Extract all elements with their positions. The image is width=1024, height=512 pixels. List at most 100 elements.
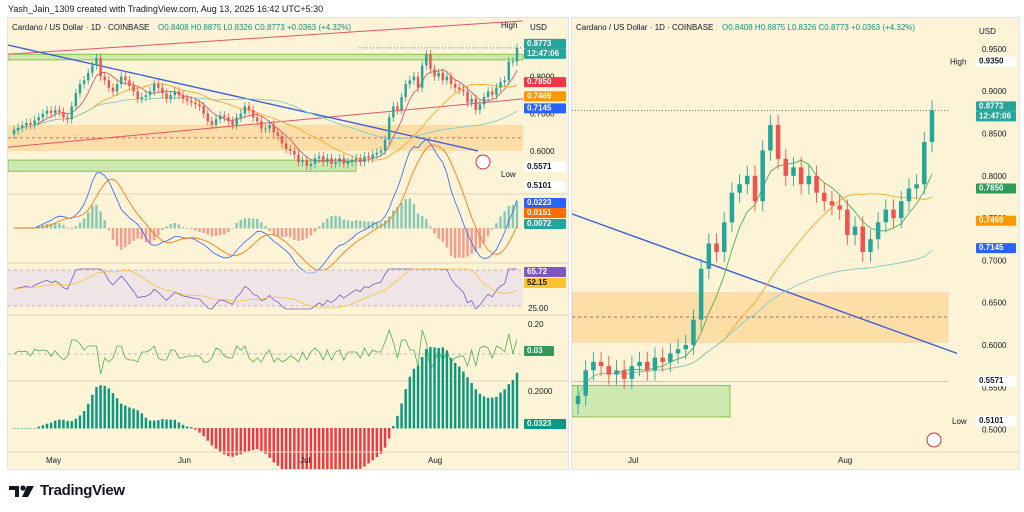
macd-hist-bar: [161, 228, 164, 231]
hist-bar: [37, 426, 40, 429]
left-candle: [491, 91, 494, 96]
macd-hist-bar: [132, 228, 135, 241]
left-downtrend-line: [8, 44, 479, 152]
left-candle: [49, 110, 53, 113]
hist-bar: [313, 428, 317, 469]
right-currency-label: USD: [979, 27, 996, 36]
left-candle: [416, 76, 420, 88]
right-chart-panel[interactable]: Cardano / US Dollar · 1D · COINBASE O0.84…: [571, 17, 1020, 470]
left-chart-panel[interactable]: Cardano / US Dollar · 1D · COINBASE O0.84…: [7, 17, 569, 470]
macd-hist-bar: [293, 228, 296, 240]
left-candle: [173, 91, 177, 96]
macd-hist-bar: [350, 221, 354, 229]
right-candle: [891, 209, 896, 219]
left-ma-mid: [13, 82, 518, 161]
right-candle: [675, 349, 681, 354]
macd-hist-bar: [359, 220, 362, 229]
macd-hist-bar: [478, 228, 482, 249]
hist-bar: [346, 428, 350, 469]
hist-bar: [218, 428, 222, 452]
right-price-tag-current: 0.8773: [979, 101, 1004, 110]
right-price-tag-support-bg: [976, 376, 1016, 387]
left-candle: [214, 119, 218, 125]
hist-bar: [70, 421, 73, 429]
left-candle: [210, 121, 214, 125]
macd-hist-bar: [420, 216, 424, 229]
left-candle: [383, 139, 387, 151]
left-candle: [313, 158, 317, 164]
left-support-box: [8, 159, 357, 172]
left-price-tag-ma-mid: 0.7469: [527, 91, 552, 100]
hist-bar: [111, 393, 115, 429]
right-candle: [652, 357, 658, 371]
right-candle: [768, 125, 773, 151]
hist-bar: [185, 426, 189, 429]
macd-hist-bar: [437, 228, 440, 239]
right-candle: [791, 167, 796, 176]
right-price-tag-low: 0.5101: [979, 416, 1004, 425]
macd-hist-bar: [144, 228, 148, 243]
macd-hist-bar: [495, 223, 498, 229]
hist-bar: [29, 428, 32, 429]
macd-hist-bar: [441, 228, 445, 242]
left-candle: [342, 158, 346, 164]
macd-hist-bar: [507, 205, 510, 229]
left-candle: [165, 93, 168, 99]
right-price-tag-ma-slow-bg: [976, 243, 1016, 254]
hist-bar: [441, 347, 445, 429]
macd-hist-bar: [136, 228, 139, 239]
macd-hist-bar: [251, 218, 255, 229]
hist-bar: [144, 417, 148, 429]
right-price-tag-ma-mid: 0.7469: [979, 216, 1004, 225]
hist-bar: [115, 398, 119, 429]
macd-hist-bar: [128, 228, 131, 245]
left-currency-label: USD: [530, 23, 547, 32]
hist-bar: [74, 418, 78, 429]
left-candle: [161, 87, 164, 94]
right-candle: [752, 175, 758, 202]
right-candle: [737, 184, 742, 193]
right-candle: [591, 361, 596, 371]
left-candle: [363, 156, 366, 162]
right-low-label: Low: [952, 417, 967, 426]
right-candle: [906, 188, 912, 202]
right-support-box: [572, 385, 731, 418]
left-candle: [301, 160, 304, 162]
macd-hist-bar: [111, 228, 115, 240]
hist-bar: [499, 392, 502, 429]
right-chart-svg[interactable]: Cardano / US Dollar · 1D · COINBASE O0.84…: [572, 18, 1019, 469]
left-candle: [326, 158, 329, 162]
left-price-tag-ma-fast: 0.7850: [527, 77, 552, 86]
left-candle: [33, 120, 36, 125]
macd-hist-bar: [86, 212, 90, 229]
hist-bar: [387, 428, 391, 439]
hist-bar: [25, 428, 28, 429]
macd-hist-bar: [317, 226, 321, 229]
right-y-tick: 0.9000: [982, 87, 1007, 96]
right-price-tag-time-bg: [976, 111, 1016, 122]
macd-hist-bar: [404, 199, 407, 229]
left-candle: [387, 117, 391, 140]
left-candle: [78, 84, 82, 94]
right-candle: [645, 361, 650, 371]
left-candle: [482, 97, 486, 105]
hist-bar: [91, 394, 94, 429]
hist-bar: [33, 428, 36, 429]
right-candle: [660, 357, 665, 362]
left-price-tag-ma-slow-bg: [524, 103, 566, 114]
macd-hist-bar: [458, 228, 461, 258]
left-candle: [132, 85, 135, 92]
left-candle: [507, 61, 510, 81]
macd-hist-bar: [115, 228, 119, 247]
macd-hist-bar: [165, 226, 168, 229]
hist-bar: [293, 428, 296, 469]
left-candle: [103, 76, 106, 81]
left-chart-svg[interactable]: Cardano / US Dollar · 1D · COINBASE O0.84…: [8, 18, 568, 469]
hist-bar: [58, 419, 61, 429]
macd-hist-bar: [247, 218, 251, 229]
left-candle: [144, 95, 148, 97]
hist-bar: [495, 396, 498, 429]
left-candle: [227, 117, 230, 122]
hist-bar: [363, 428, 366, 467]
macd-hist-bar: [482, 228, 486, 243]
